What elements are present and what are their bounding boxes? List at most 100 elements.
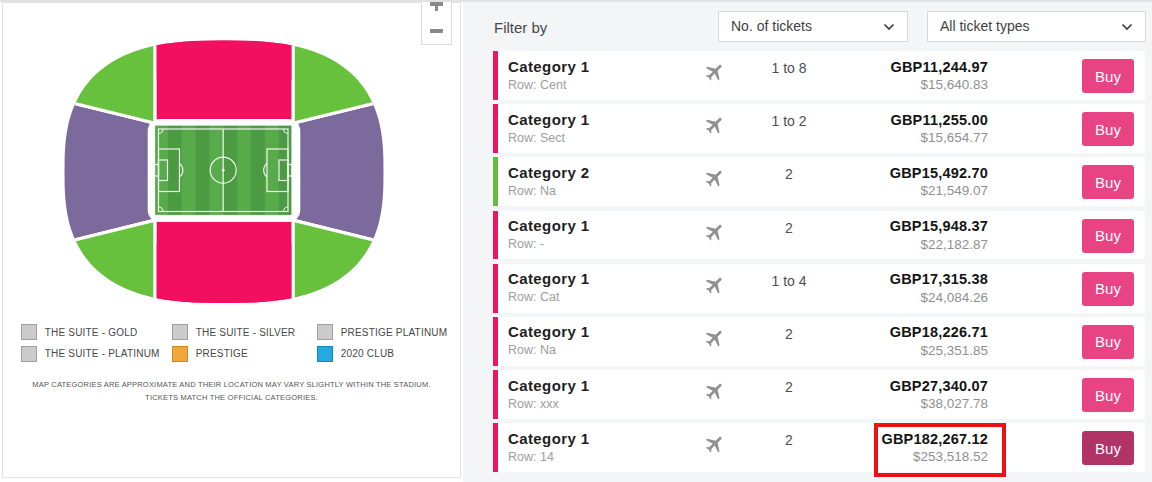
minus-icon [430, 29, 443, 33]
stadium-corner-bottom-left[interactable] [43, 220, 155, 323]
ticket-row-label: Row: Cent [508, 78, 566, 92]
legend-item: PRESTIGE [172, 345, 248, 362]
price-usd: $21,549.07 [890, 182, 988, 199]
chevron-down-icon [1121, 23, 1133, 31]
ticket-quantity: 1 to 8 [753, 60, 825, 76]
ticket-row: Category 1 Row: Sect 1 to 2 GBP11,255.00… [493, 104, 1145, 153]
ticket-category: Category 1 [508, 217, 590, 234]
price-block: GBP18,226.71 $25,351.85 [890, 323, 988, 359]
price-block: GBP17,315.38 $24,084.26 [890, 270, 988, 306]
stadium-map-panel: THE SUITE - GOLD THE SUITE - SILVER PRESTI… [2, 2, 461, 478]
ticket-row: Category 1 Row: xxx 2 GBP27,340.07 $38,0… [493, 370, 1145, 419]
legend-swatch [317, 346, 333, 362]
buy-button[interactable]: Buy [1082, 272, 1134, 306]
airplane-icon [704, 114, 726, 136]
price-block: GBP182,267.12 $253,518.52 [881, 430, 988, 466]
pitch [154, 125, 293, 217]
buy-button[interactable]: Buy [1082, 325, 1134, 359]
airplane-icon [704, 167, 726, 189]
legend-swatch [21, 324, 37, 340]
zoom-in-button[interactable] [422, 0, 451, 17]
buy-button[interactable]: Buy [1082, 431, 1134, 465]
ticket-category: Category 1 [508, 270, 590, 287]
ticket-category: Category 1 [508, 323, 590, 340]
legend-label: PRESTIGE [196, 348, 248, 359]
legend-swatch [172, 324, 188, 340]
map-zoom-control [421, 0, 452, 45]
airplane-icon [704, 433, 726, 455]
price-usd: $15,640.83 [890, 76, 988, 93]
legend-item: THE SUITE - PLATINUM [21, 345, 160, 362]
ticket-list-panel: Filter by No. of tickets All ticket type… [463, 0, 1152, 482]
price-gbp: GBP18,226.71 [890, 323, 988, 342]
price-gbp: GBP15,948.37 [890, 217, 988, 236]
price-usd: $15,654.77 [890, 129, 988, 146]
stadium-corner-top-right[interactable] [293, 23, 405, 123]
category-accent-bar [493, 104, 498, 153]
ticket-row: Category 1 Row: Cat 1 to 4 GBP17,315.38 … [493, 264, 1145, 313]
page-top-border [0, 0, 1152, 2]
stadium-map[interactable] [3, 3, 460, 477]
disclaimer-line-2: TICKETS MATCH THE OFFICIAL CATEGORIES. [3, 391, 460, 404]
price-gbp: GBP27,340.07 [890, 377, 988, 396]
ticket-row-label: Row: 14 [508, 450, 554, 464]
ticket-row-label: Row: Cat [508, 290, 559, 304]
ticket-category: Category 1 [508, 430, 590, 447]
price-usd: $253,518.52 [881, 448, 988, 465]
stadium-corner-top-left[interactable] [43, 23, 155, 123]
airplane-icon [704, 327, 726, 349]
buy-button[interactable]: Buy [1082, 378, 1134, 412]
category-accent-bar [493, 423, 498, 472]
tickets-count-dropdown[interactable]: No. of tickets [718, 11, 908, 42]
buy-button[interactable]: Buy [1082, 112, 1134, 146]
map-disclaimer: MAP CATEGORIES ARE APPROXIMATE AND THEIR… [3, 378, 460, 405]
ticket-list: Category 1 Row: Cent 1 to 8 GBP11,244.97… [493, 51, 1145, 472]
ticket-quantity: 2 [753, 432, 825, 448]
legend-swatch [21, 346, 37, 362]
legend-swatch [317, 324, 333, 340]
ticket-row: Category 1 Row: 14 2 GBP182,267.12 $253,… [493, 423, 1145, 472]
price-block: GBP15,948.37 $22,182.87 [890, 217, 988, 253]
legend-label: THE SUITE - PLATINUM [45, 348, 160, 359]
price-block: GBP15,492.70 $21,549.07 [890, 164, 988, 200]
buy-button[interactable]: Buy [1082, 59, 1134, 93]
chevron-down-icon [883, 23, 895, 31]
legend-swatch [172, 346, 188, 362]
ticket-row-label: Row: Sect [508, 131, 565, 145]
ticket-row-label: Row: xxx [508, 397, 559, 411]
airplane-icon [704, 380, 726, 402]
ticket-row-label: Row: Na [508, 184, 556, 198]
buy-button[interactable]: Buy [1082, 219, 1134, 253]
airplane-icon [704, 274, 726, 296]
ticket-quantity: 1 to 2 [753, 113, 825, 129]
price-usd: $25,351.85 [890, 342, 988, 359]
ticket-quantity: 1 to 4 [753, 273, 825, 289]
ticket-row-label: Row: - [508, 237, 544, 251]
legend-label: THE SUITE - SILVER [196, 327, 296, 338]
filter-by-label: Filter by [494, 19, 547, 36]
legend-item: THE SUITE - SILVER [172, 324, 296, 341]
ticket-category: Category 1 [508, 377, 590, 394]
stadium-corner-bottom-right[interactable] [293, 220, 405, 323]
price-usd: $38,027.78 [890, 395, 988, 412]
legend-item: THE SUITE - GOLD [21, 324, 138, 341]
price-block: GBP11,244.97 $15,640.83 [890, 58, 988, 94]
category-accent-bar [493, 317, 498, 366]
price-gbp: GBP182,267.12 [881, 430, 988, 449]
category-accent-bar [493, 370, 498, 419]
zoom-out-button[interactable] [422, 17, 451, 44]
price-block: GBP11,255.00 $15,654.77 [890, 111, 988, 147]
price-usd: $22,182.87 [890, 236, 988, 253]
price-gbp: GBP17,315.38 [890, 270, 988, 289]
airplane-icon [704, 221, 726, 243]
price-gbp: GBP15,492.70 [890, 164, 988, 183]
price-usd: $24,084.26 [890, 289, 988, 306]
ticket-row: Category 1 Row: - 2 GBP15,948.37 $22,182… [493, 211, 1145, 260]
category-accent-bar [493, 264, 498, 313]
tickets-count-dropdown-value: No. of tickets [731, 18, 812, 34]
category-accent-bar [493, 51, 498, 100]
ticket-types-dropdown[interactable]: All ticket types [927, 11, 1146, 42]
ticket-category: Category 1 [508, 111, 590, 128]
buy-button[interactable]: Buy [1082, 165, 1134, 199]
legend-item: 2020 CLUB [317, 345, 395, 362]
